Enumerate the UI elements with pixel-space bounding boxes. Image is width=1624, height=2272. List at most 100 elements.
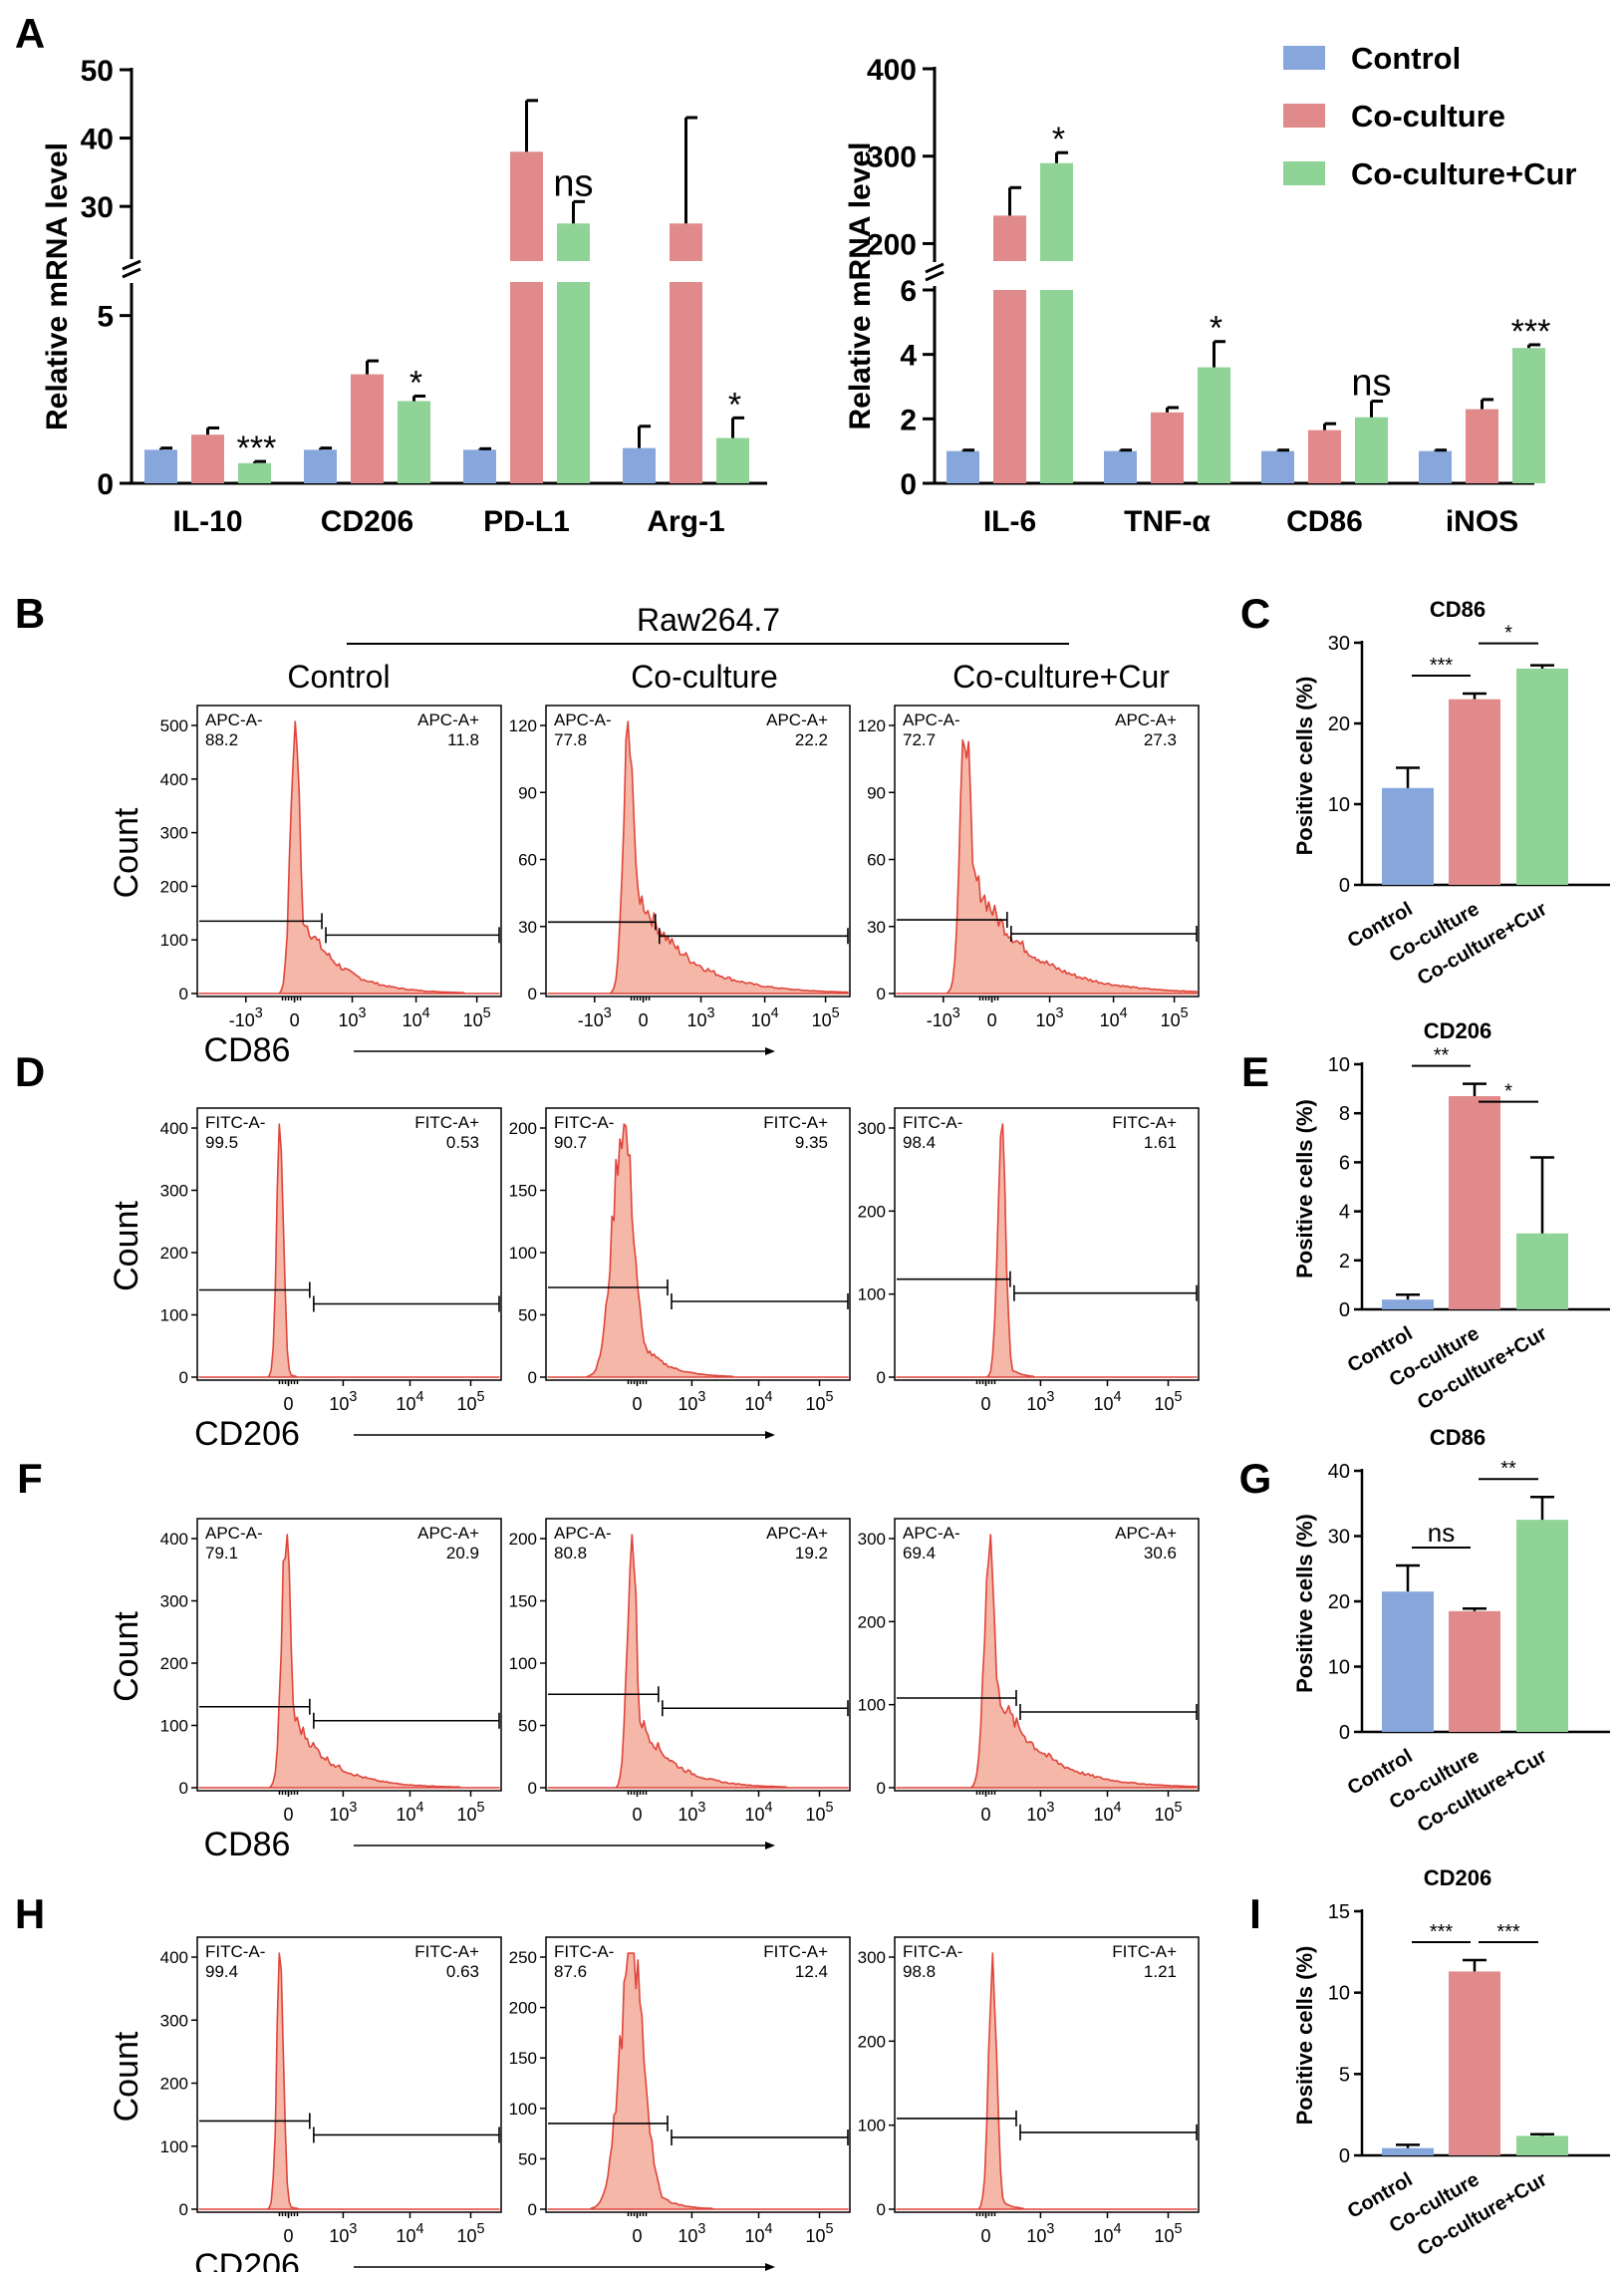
legend-label: Co-culture [1351, 99, 1505, 134]
x-tick-label: CD86 [1286, 505, 1363, 538]
x-tick-label: 104 [396, 1389, 423, 1414]
bar [1040, 162, 1073, 261]
gate-label-positive: FITC-A+ [763, 1113, 828, 1132]
y-tick-label: 150 [509, 2049, 537, 2068]
gate-label-positive: FITC-A+ [414, 1942, 479, 1961]
x-tick-label: 0 [980, 2226, 990, 2246]
bar [1512, 348, 1545, 483]
plot-frame [196, 1107, 502, 1381]
gate-label-positive: APC-A+ [766, 1524, 828, 1543]
y-tick-label: 0 [877, 1368, 886, 1387]
x-tick-label: 103 [677, 2221, 705, 2246]
histogram-F-1: 0 100 200 300 400 APC-A-79.1 APC-A+20.9 [160, 1518, 502, 1798]
count-label: Count [108, 1611, 145, 1702]
y-tick-label: 60 [518, 851, 537, 870]
significance-label: *** [1430, 655, 1454, 677]
y-tick-label: 0 [877, 1779, 886, 1798]
panel-label-H: H [15, 1890, 45, 1937]
plot-frame [196, 1936, 502, 2213]
y-tick-label: 6 [900, 275, 917, 308]
x-tick-label: 104 [396, 2221, 423, 2246]
y-tick-label: 30 [518, 918, 537, 937]
plot-frame [196, 705, 502, 997]
gate-value-negative: 87.6 [554, 1962, 587, 1981]
gate-value-negative: 90.7 [554, 1133, 587, 1152]
y-tick-label: 200 [160, 1244, 188, 1263]
x-tick-label: 104 [396, 1800, 423, 1825]
plot-frame [545, 1518, 851, 1792]
gate-label-negative: APC-A- [205, 1524, 263, 1543]
y-tick-label: 15 [1328, 1901, 1350, 1923]
x-tick-label: 104 [744, 1389, 772, 1414]
raw-title: Raw264.7 [637, 602, 780, 638]
panel-label-G: G [1239, 1455, 1272, 1502]
x-tick-label: IL-10 [172, 505, 242, 538]
gate-value-positive: 1.21 [1144, 1962, 1177, 1981]
significance-label: *** [1511, 313, 1551, 351]
y-tick-label: 0 [1339, 1722, 1350, 1744]
y-tick-label: 40 [1328, 1461, 1350, 1483]
gate-label-negative: FITC-A- [903, 1113, 962, 1132]
histogram-curve [547, 720, 849, 994]
x-tick-label: 105 [456, 1389, 484, 1414]
histogram-H-1: 0 100 200 300 400 FITC-A-99.4 FITC-A+0.63 [160, 1936, 502, 2219]
gate-label-negative: APC-A- [554, 710, 612, 729]
y-tick-label: 100 [160, 2137, 188, 2156]
histogram-B-1: 0 100 200 300 400 500 APC-A-88.2 APC-A+11.8 [160, 705, 502, 1003]
x-tick-label: 105 [805, 1389, 833, 1414]
x-tick-label: 0 [632, 1394, 642, 1414]
histogram-B-2: 0 30 60 90 120 APC-A-77.8 APC-A+22.2 [509, 705, 851, 1003]
y-tick-label: 200 [509, 1530, 537, 1549]
significance-label: ns [1428, 1518, 1455, 1548]
gate-label-negative: APC-A- [903, 710, 960, 729]
y-tick-label: 200 [858, 1612, 886, 1631]
gate-label-positive: FITC-A+ [1112, 1113, 1177, 1132]
histogram-B-3: 0 30 60 90 120 APC-A-72.7 APC-A+27.3 [858, 705, 1200, 1003]
x-tick-label: 105 [456, 1800, 484, 1825]
x-tick-label: 0 [283, 1805, 293, 1825]
panel-label-B: B [15, 590, 45, 637]
y-tick-label: 200 [160, 1654, 188, 1673]
chart-title: CD86 [1430, 597, 1486, 622]
y-tick-label: 50 [518, 1717, 537, 1736]
legend-label: Control [1351, 41, 1461, 76]
y-tick-label: 8 [1339, 1103, 1350, 1125]
gate-label-negative: FITC-A- [554, 1942, 614, 1961]
panel-label-A: A [15, 10, 45, 57]
gate-value-negative: 88.2 [205, 730, 238, 749]
y-tick-label: 0 [97, 468, 114, 501]
gate-label-negative: FITC-A- [554, 1113, 614, 1132]
gate-value-positive: 0.63 [446, 1962, 479, 1981]
marker-label: CD86 [204, 1826, 291, 1863]
x-tick-label: PD-L1 [483, 505, 570, 538]
histogram-F-3: 0 100 200 300 APC-A-69.4 APC-A+30.6 [858, 1518, 1200, 1798]
bar [1449, 1610, 1500, 1732]
y-tick-label: 0 [900, 468, 917, 501]
y-tick-label: 10 [1328, 794, 1350, 816]
y-tick-label: 30 [867, 918, 886, 937]
x-tick-label: CD206 [321, 505, 413, 538]
x-tick-label: 104 [1093, 1800, 1121, 1825]
histogram-curve [198, 720, 500, 994]
bar [1516, 1233, 1568, 1309]
chart-A-left: 0 5 30 40 50 Relative mRNA level *** IL-10 * CD20… [41, 55, 767, 538]
bar [670, 223, 702, 261]
y-tick-label: 400 [867, 54, 917, 87]
plot-frame [894, 1518, 1200, 1792]
x-tick-label: 0 [639, 1010, 649, 1030]
y-tick-label: 300 [160, 1592, 188, 1611]
y-tick-label: 0 [528, 1779, 537, 1798]
gate-label-negative: APC-A- [903, 1524, 960, 1543]
axis-break-mark [925, 262, 945, 274]
y-tick-label: 200 [867, 228, 917, 261]
y-tick-label: 200 [858, 1202, 886, 1221]
gate-label-positive: FITC-A+ [414, 1113, 479, 1132]
x-tick-label: 103 [1026, 2221, 1054, 2246]
y-tick-label: 100 [160, 931, 188, 950]
y-tick-label: 90 [867, 783, 886, 802]
significance-label: * [728, 386, 741, 424]
x-tick-label: 103 [677, 1800, 705, 1825]
y-tick-label: 0 [528, 2200, 537, 2219]
